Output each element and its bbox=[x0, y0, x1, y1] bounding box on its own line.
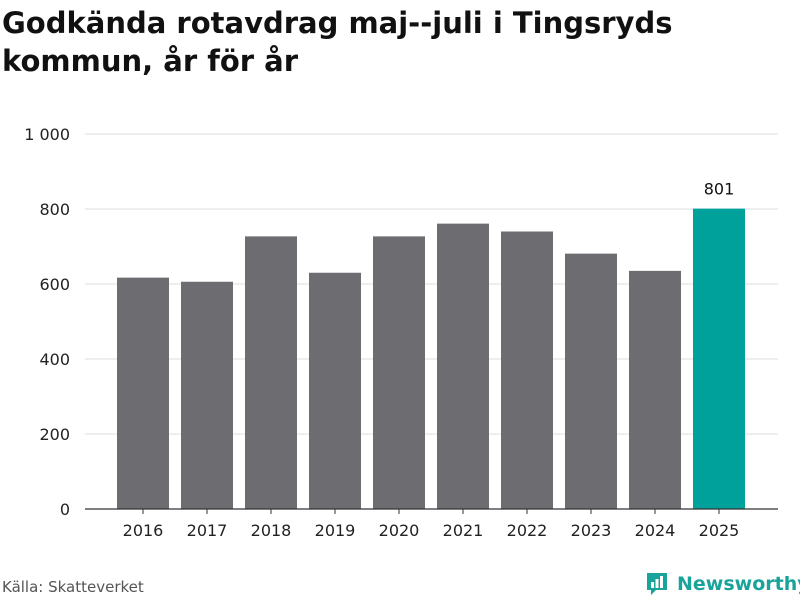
bar-2016 bbox=[117, 277, 169, 509]
y-tick-label: 600 bbox=[39, 275, 70, 294]
y-tick-label: 200 bbox=[39, 425, 70, 444]
y-tick-label: 400 bbox=[39, 350, 70, 369]
y-tick-label: 1 000 bbox=[24, 125, 70, 144]
bar-2023 bbox=[565, 253, 617, 509]
bars bbox=[117, 208, 745, 509]
x-axis-ticks: 2016 2017 2018 2019 2020 2021 2022 2023 2024 2025 bbox=[123, 509, 740, 540]
x-tick-label: 2019 bbox=[315, 521, 356, 540]
bar-2020 bbox=[373, 236, 425, 509]
x-tick-label: 2016 bbox=[123, 521, 164, 540]
x-tick-label: 2022 bbox=[507, 521, 548, 540]
chart-title: Godkända rotavdrag maj--juli i Tingsryds… bbox=[2, 6, 673, 78]
bar-2017 bbox=[181, 281, 233, 509]
y-tick-label: 0 bbox=[60, 500, 70, 519]
x-tick-label: 2021 bbox=[443, 521, 484, 540]
brand: Newsworthy bbox=[645, 569, 800, 599]
bar-2025 bbox=[693, 208, 745, 509]
source-note: Källa: Skatteverket bbox=[2, 578, 144, 596]
bar-2022 bbox=[501, 231, 553, 509]
x-tick-label: 2024 bbox=[635, 521, 676, 540]
y-tick-label: 800 bbox=[39, 200, 70, 219]
data-labels: 801 bbox=[704, 180, 735, 199]
x-tick-label: 2017 bbox=[187, 521, 228, 540]
newsworthy-logo-icon bbox=[647, 573, 667, 595]
x-tick-label: 2023 bbox=[571, 521, 612, 540]
y-axis-ticks: 0 200 400 600 800 1 000 bbox=[24, 125, 70, 519]
bar-2024 bbox=[629, 270, 681, 509]
x-tick-label: 2018 bbox=[251, 521, 292, 540]
bar-2021 bbox=[437, 223, 489, 509]
x-tick-label: 2025 bbox=[699, 521, 740, 540]
data-label-2025: 801 bbox=[704, 180, 735, 199]
bar-2018 bbox=[245, 236, 297, 509]
x-tick-label: 2020 bbox=[379, 521, 420, 540]
brand-name: Newsworthy bbox=[677, 573, 800, 595]
bar-2019 bbox=[309, 272, 361, 509]
